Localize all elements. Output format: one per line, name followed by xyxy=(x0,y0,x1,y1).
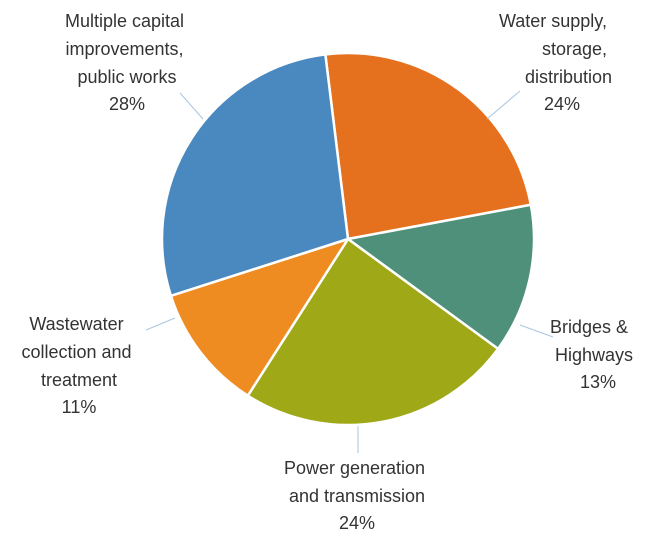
pie-slice-water xyxy=(323,51,533,241)
slice-percent-bridges: 13% xyxy=(580,372,616,392)
slice-label-bridges: Bridges & Highways xyxy=(550,317,633,365)
slice-label-multiple: Multiple capital improvements, public wo… xyxy=(65,11,189,87)
pie-slice-wastewater xyxy=(169,236,351,398)
slice-percent-water: 24% xyxy=(544,94,580,114)
leader-lines xyxy=(145,90,554,453)
slice-label-power: Power generation and transmission xyxy=(284,458,430,506)
slice-percent-multiple: 28% xyxy=(109,94,145,114)
leader-line-wastewater xyxy=(145,317,176,331)
leader-line-multiple xyxy=(179,92,204,120)
leader-line-bridges xyxy=(519,324,554,338)
pie-slice-bridges xyxy=(344,203,536,351)
slice-label-water: Water supply, storage, distribution xyxy=(499,11,612,87)
leader-line-water xyxy=(486,90,521,120)
pie-slice-power xyxy=(246,237,500,427)
slice-percent-power: 24% xyxy=(339,513,375,533)
slice-label-wastewater: Wastewater collection and treatment xyxy=(21,314,136,390)
slice-percent-wastewater: 11% xyxy=(62,397,97,417)
pie-slice-multiple xyxy=(160,52,350,298)
pie-slices xyxy=(160,51,536,427)
